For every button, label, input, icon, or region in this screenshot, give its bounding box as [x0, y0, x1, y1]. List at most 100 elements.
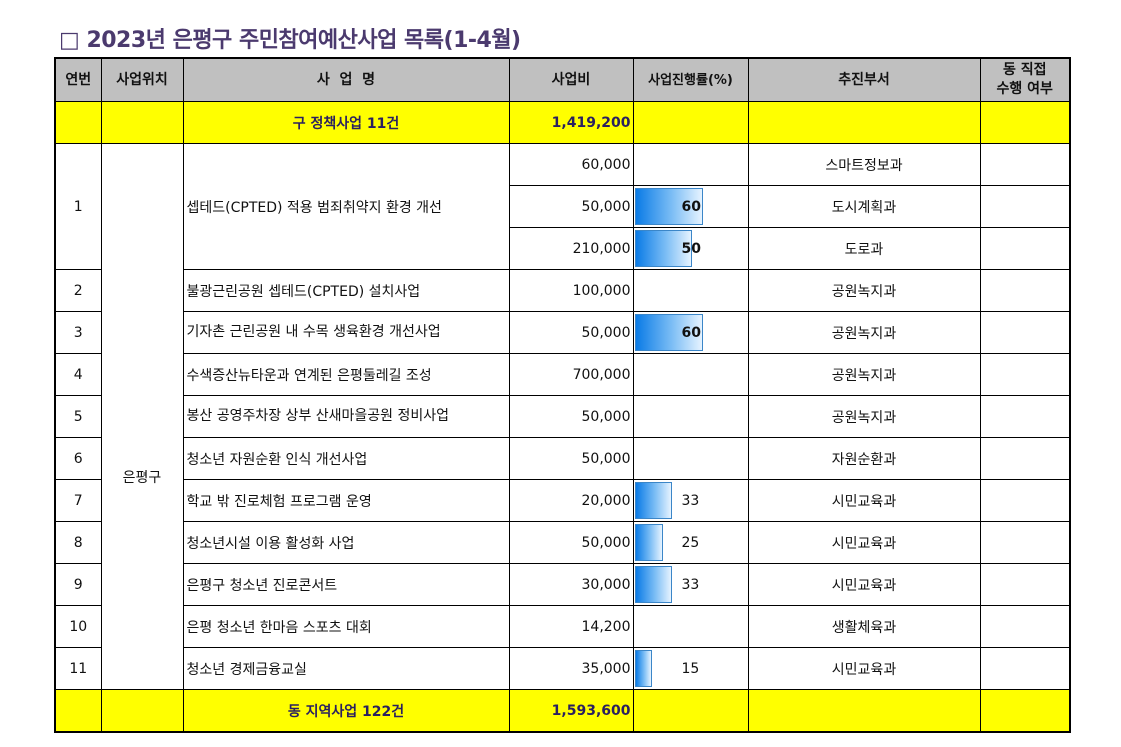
cell-budget: 50,000: [508, 521, 634, 564]
cell-name: 수색증산뉴타운과 연계된 은평둘레길 조성: [182, 353, 510, 396]
progress-value: 25: [681, 534, 700, 551]
progress-value: 15: [681, 660, 700, 677]
cell-name: 은평구 청소년 진로콘서트: [182, 563, 510, 606]
table-row: 4 수색증산뉴타운과 연계된 은평둘레길 조성 700,000 공원녹지과: [54, 353, 1071, 396]
cell-direct: [979, 311, 1071, 354]
progress-bar: [634, 188, 703, 225]
cell-direct: [979, 605, 1071, 648]
cell-direct: [979, 395, 1071, 438]
cell-name: 봉산 공영주차장 상부 산새마을공원 정비사업: [182, 395, 510, 438]
cell-progress: [632, 395, 749, 438]
cell-name: 학교 밖 진로체험 프로그램 운영: [182, 479, 510, 522]
cell-progress: 60: [632, 185, 749, 228]
progress-bar: [634, 566, 672, 603]
cell-empty: [100, 689, 184, 733]
cell-empty: [747, 689, 981, 733]
progress-value: 60: [681, 324, 701, 341]
cell-empty: [979, 101, 1071, 144]
cell-empty: [632, 689, 749, 733]
cell-name: 청소년시설 이용 활성화 사업: [182, 521, 510, 564]
progress-value: 60: [681, 198, 701, 215]
cell-progress: [632, 437, 749, 480]
cell-no: 5: [54, 395, 102, 438]
cell-budget: 210,000: [508, 227, 634, 270]
col-header-location: 사업위치: [100, 57, 184, 102]
cell-budget: 50,000: [508, 395, 634, 438]
cell-dept: 시민교육과: [747, 521, 981, 564]
cell-budget: 50,000: [508, 437, 634, 480]
cell-no: 8: [54, 521, 102, 564]
subtotal-budget: 1,593,600: [508, 689, 634, 733]
cell-empty: [54, 689, 102, 733]
cell-progress: 60: [632, 311, 749, 354]
subtotal-row-gu: 구 정책사업 11건 1,419,200: [54, 101, 1071, 144]
table-row: 1 은평구 셉테드(CPTED) 적용 범죄취약지 환경 개선 60,000 스…: [54, 143, 1071, 690]
cell-budget: 14,200: [508, 605, 634, 648]
cell-dept: 공원녹지과: [747, 353, 981, 396]
cell-dept: 도로과: [747, 227, 981, 270]
subtotal-row-dong: 동 지역사업 122건 1,593,600: [54, 689, 1071, 733]
cell-progress: 15: [632, 647, 749, 690]
col-header-progress: 사업진행률(%): [632, 57, 749, 102]
progress-value: 33: [681, 492, 700, 509]
cell-dept: 공원녹지과: [747, 395, 981, 438]
col-header-budget: 사업비: [508, 57, 634, 102]
cell-empty: [54, 101, 102, 144]
cell-direct: [979, 143, 1071, 186]
progress-bar: [634, 482, 672, 519]
cell-empty: [632, 101, 749, 144]
cell-direct: [979, 185, 1071, 228]
cell-dept: 스마트정보과: [747, 143, 981, 186]
cell-dept: 공원녹지과: [747, 269, 981, 312]
cell-progress: [632, 353, 749, 396]
subtotal-budget: 1,419,200: [508, 101, 634, 144]
cell-direct: [979, 227, 1071, 270]
subtotal-label: 동 지역사업 122건: [182, 689, 510, 733]
cell-location: 은평구: [100, 143, 184, 690]
cell-no: 2: [54, 269, 102, 312]
col-header-direct: 동 직접 수행 여부: [979, 57, 1071, 102]
cell-progress: 33: [632, 563, 749, 606]
cell-name: 청소년 자원순환 인식 개선사업: [182, 437, 510, 480]
table-row: 9 은평구 청소년 진로콘서트 30,000 33 시민교육과: [54, 563, 1071, 606]
table-row: 8 청소년시설 이용 활성화 사업 50,000 25 시민교육과: [54, 521, 1071, 564]
progress-value: 33: [681, 576, 700, 593]
cell-budget: 50,000: [508, 185, 634, 228]
progress-bar: [634, 314, 703, 351]
cell-dept: 시민교육과: [747, 563, 981, 606]
table-row: 210,000 50 도로과: [55, 227, 1071, 270]
table-row: 2 불광근린공원 셉테드(CPTED) 설치사업 100,000 공원녹지과: [54, 269, 1071, 312]
table-row: 5 봉산 공영주차장 상부 산새마을공원 정비사업 50,000 공원녹지과: [54, 395, 1071, 438]
progress-bar: [634, 230, 692, 267]
cell-no: 11: [54, 647, 102, 690]
table-row: 11 청소년 경제금융교실 35,000 15 시민교육과: [54, 647, 1071, 690]
cell-budget: 100,000: [508, 269, 634, 312]
cell-dept: 자원순환과: [747, 437, 981, 480]
col-header-direct-line2: 수행 여부: [996, 81, 1053, 97]
progress-bar: [634, 524, 663, 561]
cell-budget: 30,000: [508, 563, 634, 606]
table-row: 7 학교 밖 진로체험 프로그램 운영 20,000 33 시민교육과: [54, 479, 1071, 522]
cell-budget: 20,000: [508, 479, 634, 522]
cell-progress: [632, 143, 749, 186]
cell-direct: [979, 563, 1071, 606]
cell-no: 10: [54, 605, 102, 648]
table-row: 6 청소년 자원순환 인식 개선사업 50,000 자원순환과: [54, 437, 1071, 480]
cell-no: 3: [54, 311, 102, 354]
cell-name: 은평 청소년 한마음 스포츠 대회: [182, 605, 510, 648]
cell-progress: 50: [632, 227, 749, 270]
cell-direct: [979, 269, 1071, 312]
col-header-name: 사 업 명: [182, 57, 510, 102]
subtotal-label: 구 정책사업 11건: [182, 101, 510, 144]
cell-budget: 50,000: [508, 311, 634, 354]
cell-dept: 공원녹지과: [747, 311, 981, 354]
cell-progress: [632, 605, 749, 648]
cell-empty: [100, 101, 184, 144]
cell-direct: [979, 521, 1071, 564]
cell-dept: 도시계획과: [747, 185, 981, 228]
cell-empty: [747, 101, 981, 144]
cell-dept: 시민교육과: [747, 479, 981, 522]
cell-no: 6: [54, 437, 102, 480]
cell-no: 7: [54, 479, 102, 522]
cell-name: 셉테드(CPTED) 적용 범죄취약지 환경 개선: [182, 143, 510, 270]
